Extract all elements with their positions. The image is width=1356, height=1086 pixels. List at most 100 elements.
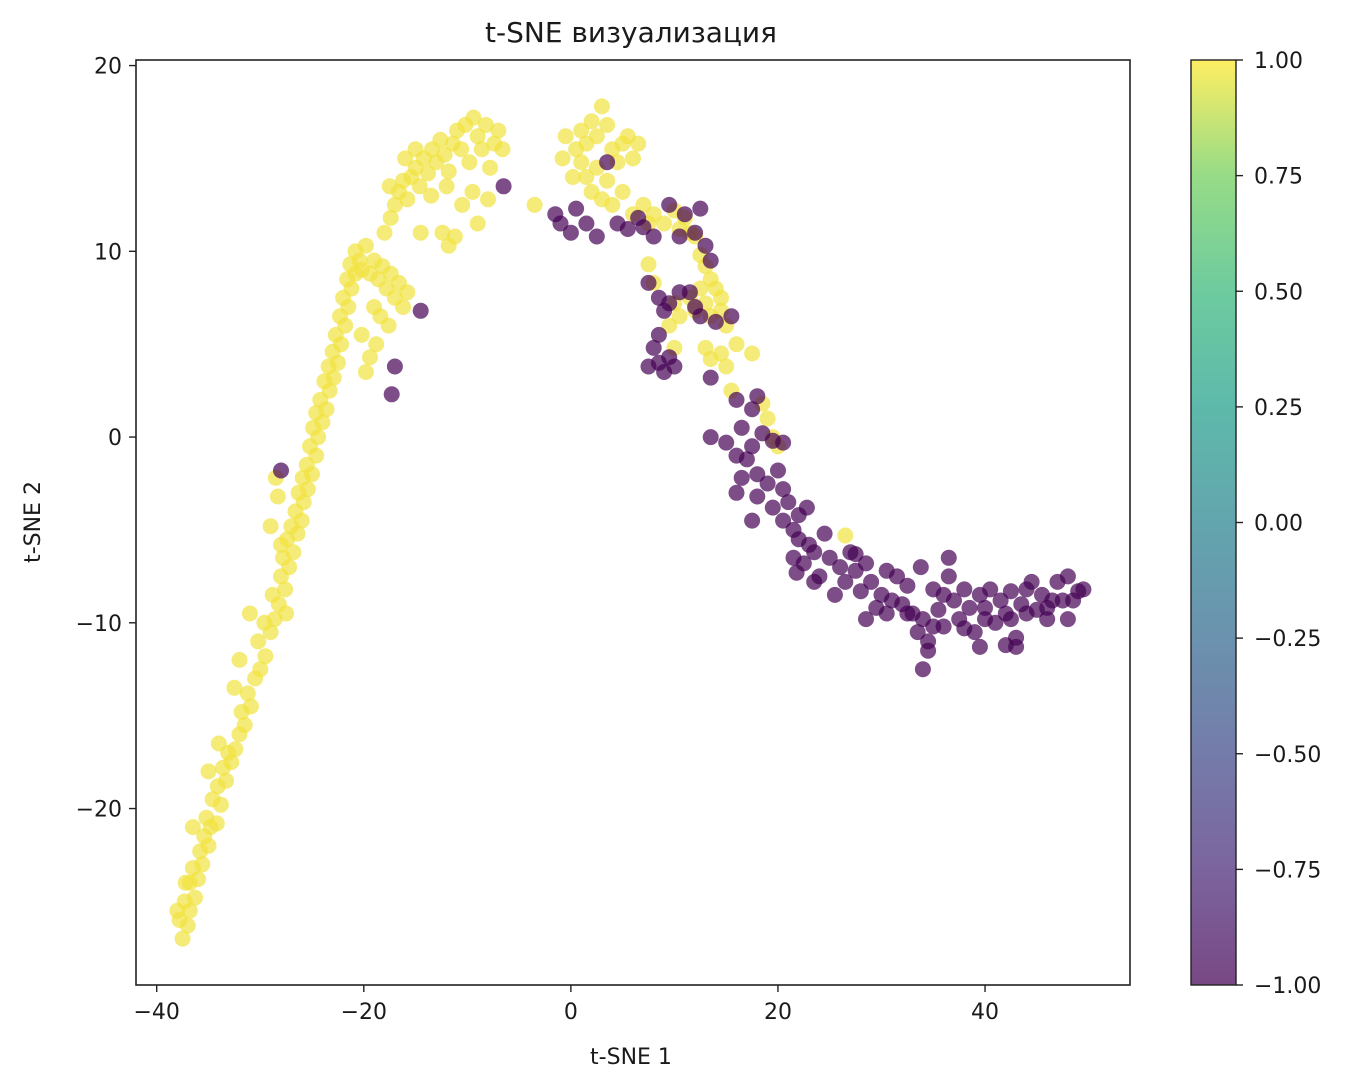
data-point	[614, 183, 631, 200]
data-point	[806, 544, 823, 561]
data-point	[821, 549, 838, 566]
data-point	[241, 605, 258, 622]
data-point	[218, 772, 235, 789]
data-point	[630, 135, 647, 152]
data-point	[733, 419, 750, 436]
data-point	[187, 889, 203, 906]
data-point	[285, 544, 302, 561]
data-point	[461, 154, 478, 171]
data-point	[759, 410, 776, 427]
data-point	[640, 358, 657, 375]
data-point	[353, 326, 370, 343]
data-point	[702, 369, 719, 386]
data-point	[702, 252, 719, 269]
y-tick-label: −20	[76, 798, 122, 823]
x-tick-label: 40	[971, 1000, 999, 1025]
data-point	[744, 438, 761, 455]
data-point	[362, 349, 378, 366]
data-point	[785, 549, 802, 566]
colorbar	[1191, 60, 1236, 985]
data-point	[852, 583, 869, 600]
data-point	[210, 735, 227, 752]
data-point	[273, 536, 289, 553]
data-point	[380, 317, 397, 334]
data-point	[382, 209, 399, 226]
data-point	[386, 196, 403, 213]
data-point	[666, 358, 683, 375]
data-point	[899, 577, 916, 594]
data-point	[645, 228, 662, 245]
data-point	[671, 308, 688, 325]
data-point	[412, 302, 429, 319]
data-point	[495, 178, 512, 195]
x-tick-label: −40	[133, 1000, 179, 1025]
data-point	[1023, 573, 1040, 590]
data-point	[780, 494, 797, 511]
data-point	[383, 386, 400, 403]
data-point	[562, 224, 579, 241]
x-tick-label: 20	[764, 1000, 792, 1025]
data-point	[169, 902, 186, 919]
data-point	[264, 586, 281, 603]
data-point	[593, 98, 610, 115]
data-point	[239, 685, 256, 702]
data-point	[480, 191, 496, 208]
data-point	[257, 648, 274, 665]
data-point	[407, 141, 424, 158]
data-point	[640, 274, 657, 291]
data-point	[863, 573, 880, 590]
data-point	[971, 638, 988, 655]
data-point	[816, 525, 833, 542]
data-point	[788, 564, 805, 581]
data-point	[226, 679, 243, 696]
data-point	[707, 313, 724, 330]
x-axis-label: t-SNE 1	[590, 1045, 672, 1070]
data-point	[440, 163, 457, 180]
data-point	[806, 573, 823, 590]
data-point	[564, 169, 581, 185]
colorbar-tick-label: 0.00	[1254, 512, 1303, 537]
data-point	[718, 434, 735, 451]
data-point	[728, 391, 745, 408]
data-point	[661, 317, 678, 334]
data-point	[749, 488, 766, 505]
data-point	[381, 178, 398, 195]
data-point	[681, 284, 698, 301]
data-point	[625, 150, 641, 167]
data-point	[357, 364, 374, 380]
data-point	[174, 930, 191, 947]
data-point	[687, 224, 704, 241]
data-point	[992, 592, 1009, 609]
data-point	[440, 237, 457, 254]
data-point	[568, 200, 585, 217]
data-point	[728, 484, 745, 501]
data-point	[1059, 568, 1076, 585]
data-point	[227, 741, 244, 758]
data-point	[889, 568, 905, 585]
data-point	[399, 284, 416, 301]
data-point	[912, 559, 929, 576]
data-point	[837, 573, 854, 590]
data-point	[194, 856, 211, 873]
colorbar-tick-label: −0.25	[1254, 627, 1321, 652]
data-point	[469, 128, 486, 145]
data-point	[177, 874, 194, 891]
data-point	[465, 109, 482, 126]
data-point	[1002, 583, 1019, 600]
data-point	[956, 620, 973, 637]
colorbar-tick-label: −0.50	[1254, 743, 1321, 768]
data-point	[946, 592, 962, 609]
data-point	[1018, 605, 1035, 622]
data-point	[376, 224, 393, 241]
data-point	[434, 224, 451, 241]
data-point	[208, 815, 225, 832]
data-point	[977, 611, 993, 628]
data-point	[604, 196, 621, 213]
data-point	[858, 555, 874, 572]
points-layer	[169, 98, 1092, 947]
data-point	[1002, 611, 1019, 628]
y-axis-label: t-SNE 2	[21, 481, 46, 563]
data-point	[940, 549, 957, 566]
data-point	[749, 466, 766, 483]
data-point	[494, 141, 511, 158]
